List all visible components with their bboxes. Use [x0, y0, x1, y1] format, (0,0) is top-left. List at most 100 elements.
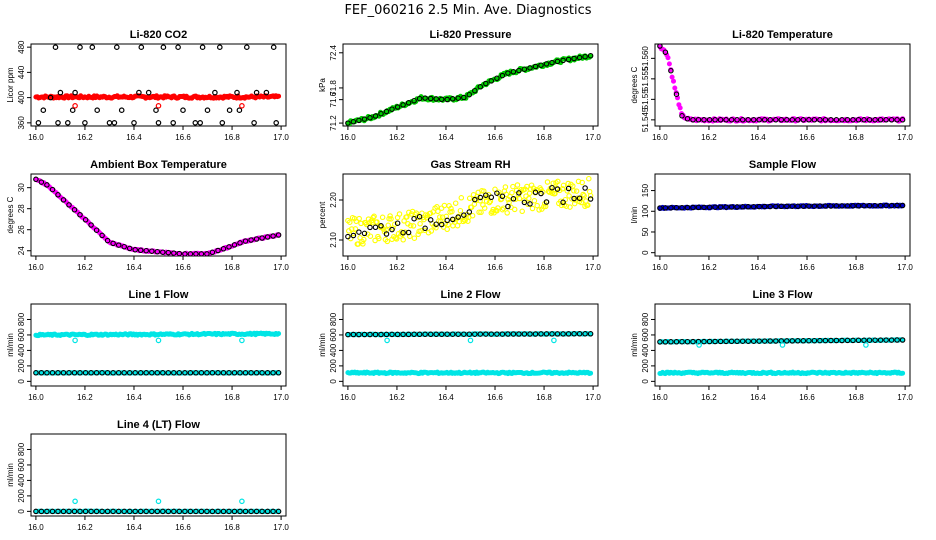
data-point [587, 196, 594, 202]
data-point [784, 338, 790, 344]
y-tick-label: 0 [17, 379, 26, 384]
data-point [844, 117, 851, 123]
data-point [361, 116, 368, 122]
data-point [521, 199, 528, 206]
data-point [371, 213, 377, 220]
x-tick-label: 16.6 [487, 263, 503, 272]
li820-pressure-series [345, 52, 594, 126]
x-tick-label: 16.4 [750, 393, 766, 402]
y-tick-label: 400 [17, 90, 26, 104]
data-point [662, 49, 669, 55]
data-point [587, 52, 594, 59]
x-tick-label: 16.2 [389, 133, 405, 142]
x-tick-label: 16.2 [701, 393, 717, 402]
data-point [587, 192, 594, 199]
data-point [717, 117, 724, 123]
data-point [438, 96, 445, 103]
data-point [88, 370, 94, 376]
data-point [756, 203, 762, 210]
data-point [817, 203, 823, 209]
li820-co2-series [33, 44, 282, 126]
x-tick-label: 17.0 [273, 133, 289, 142]
data-point [455, 214, 461, 220]
data-point [93, 227, 100, 233]
data-point [77, 508, 83, 515]
data-point [461, 331, 467, 337]
data-point [226, 508, 232, 515]
data-point [378, 331, 384, 338]
data-point [477, 197, 483, 204]
data-point [275, 232, 282, 238]
data-point [263, 89, 270, 96]
data-point [143, 508, 149, 515]
data-point [71, 370, 78, 376]
data-point [712, 338, 718, 345]
data-point [662, 205, 669, 211]
x-tick-label: 16.4 [750, 133, 766, 142]
data-point [160, 370, 166, 376]
data-point [348, 226, 355, 232]
data-point [182, 251, 188, 256]
data-point [532, 331, 539, 337]
data-point [669, 74, 675, 80]
data-point [350, 232, 357, 239]
data-point [99, 508, 105, 515]
line-2-flow-frame [342, 303, 599, 387]
data-point [171, 250, 177, 256]
data-point [176, 250, 183, 256]
data-point [478, 209, 484, 216]
data-point [239, 103, 245, 109]
data-point [33, 370, 39, 376]
data-point [657, 339, 663, 345]
data-point [800, 203, 807, 209]
data-point [855, 203, 862, 209]
data-point [795, 203, 801, 209]
data-point [883, 202, 889, 209]
data-point [422, 225, 428, 232]
li820-co2-frame [30, 43, 287, 127]
data-point [551, 337, 557, 344]
data-point [668, 339, 674, 345]
y-tick-label: 800 [329, 312, 338, 326]
data-point [866, 337, 873, 343]
data-point [115, 508, 122, 515]
data-point [392, 235, 399, 241]
data-point [38, 508, 45, 515]
line-4-lt-flow-series [33, 498, 282, 515]
data-point [585, 202, 591, 208]
data-point [253, 508, 260, 515]
y-tick-label: 600 [17, 328, 26, 342]
data-point [104, 508, 111, 515]
data-point [469, 212, 476, 219]
data-point [717, 338, 724, 345]
data-point [712, 117, 718, 123]
data-point [472, 196, 478, 203]
x-tick-label: 17.0 [273, 263, 289, 272]
data-point [494, 208, 500, 214]
y-tick-label: 51.545 [641, 107, 650, 132]
data-point [353, 218, 360, 225]
data-point [410, 223, 417, 229]
data-point [132, 508, 138, 515]
data-point [767, 117, 773, 123]
y-tick-label: 28 [17, 204, 26, 213]
data-point [143, 247, 149, 254]
y-tick-label: 400 [17, 473, 26, 487]
data-point [806, 203, 812, 209]
data-point [422, 331, 428, 338]
data-point [82, 120, 88, 126]
data-point [883, 337, 889, 343]
data-point [44, 182, 50, 188]
line-3-flow-panel: Line 3 Flow 16.0 16.2 16.4 16.6 16.8 17.0 0 200 4… [630, 289, 913, 402]
data-point [828, 117, 834, 123]
data-point [66, 202, 72, 208]
data-point [554, 331, 561, 337]
y-tick-label: 51.555 [641, 66, 650, 91]
data-point [361, 230, 368, 237]
data-point [160, 249, 166, 255]
data-point [215, 508, 221, 515]
data-point [684, 204, 691, 211]
data-point [662, 339, 669, 345]
data-point [417, 221, 423, 227]
data-point [165, 249, 172, 256]
